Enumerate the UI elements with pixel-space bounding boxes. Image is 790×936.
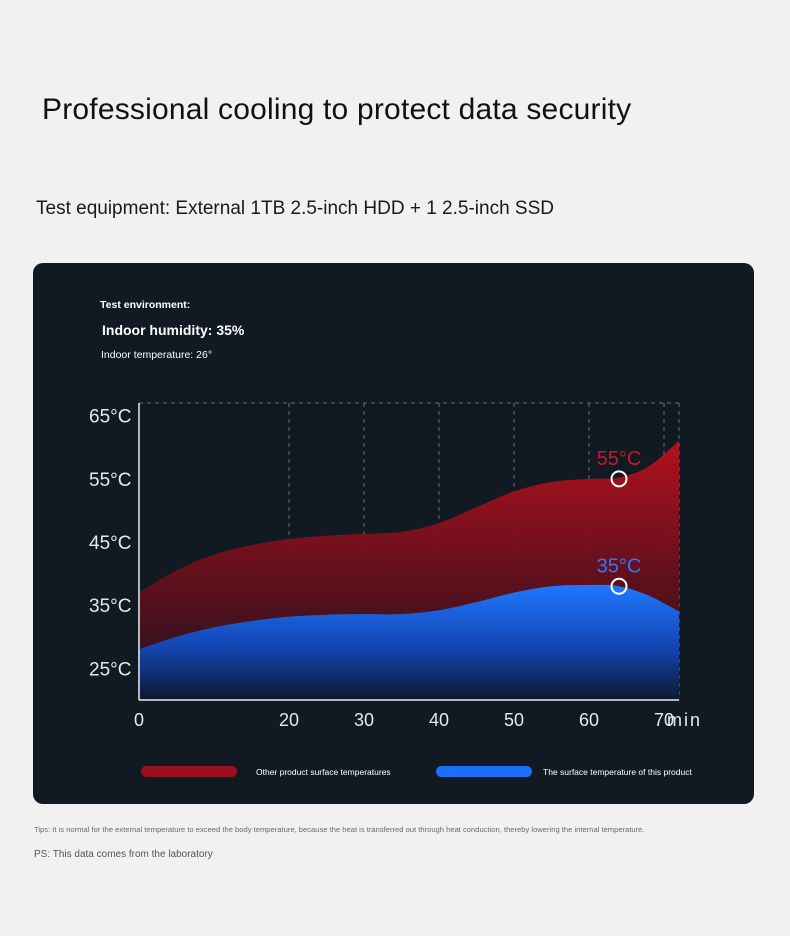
tips-text: Tips: It is normal for the external temp… (34, 825, 645, 834)
y-tick-label: 65°C (89, 407, 131, 428)
x-tick-label: 40 (429, 710, 449, 730)
y-tick-label: 55°C (89, 470, 131, 491)
annotation-other-product: 55°C (597, 448, 642, 470)
area-this-product (139, 584, 679, 700)
legend-swatch-other-product (141, 766, 237, 777)
y-tick-label: 35°C (89, 596, 131, 617)
test-equipment-text: Test equipment: External 1TB 2.5-inch HD… (36, 198, 554, 219)
x-tick-label: 70 (654, 710, 674, 730)
legend-label-other-product: Other product surface temperatures (256, 767, 391, 777)
annotation-this-product: 35°C (597, 555, 642, 577)
environment-humidity: Indoor humidity: 35% (102, 322, 245, 338)
y-tick-label: 45°C (89, 533, 131, 554)
x-tick-label: 0 (134, 710, 144, 730)
y-tick-label: 25°C (89, 659, 131, 680)
x-tick-label: 50 (504, 710, 524, 730)
x-tick-label: 30 (354, 710, 374, 730)
legend-swatch-this-product (436, 766, 532, 777)
ps-note: PS: This data comes from the laboratory (34, 849, 213, 860)
environment-temperature: Indoor temperature: 26° (101, 349, 213, 361)
marker-other-product (610, 470, 628, 488)
x-unit-label: min (667, 710, 702, 730)
x-tick-label: 20 (279, 710, 299, 730)
environment-title: Test environment: (100, 299, 191, 311)
legend-label-this-product: The surface temperature of this product (543, 767, 692, 777)
page-headline: Professional cooling to protect data sec… (42, 93, 632, 126)
marker-this-product (610, 577, 628, 595)
x-tick-label: 60 (579, 710, 599, 730)
